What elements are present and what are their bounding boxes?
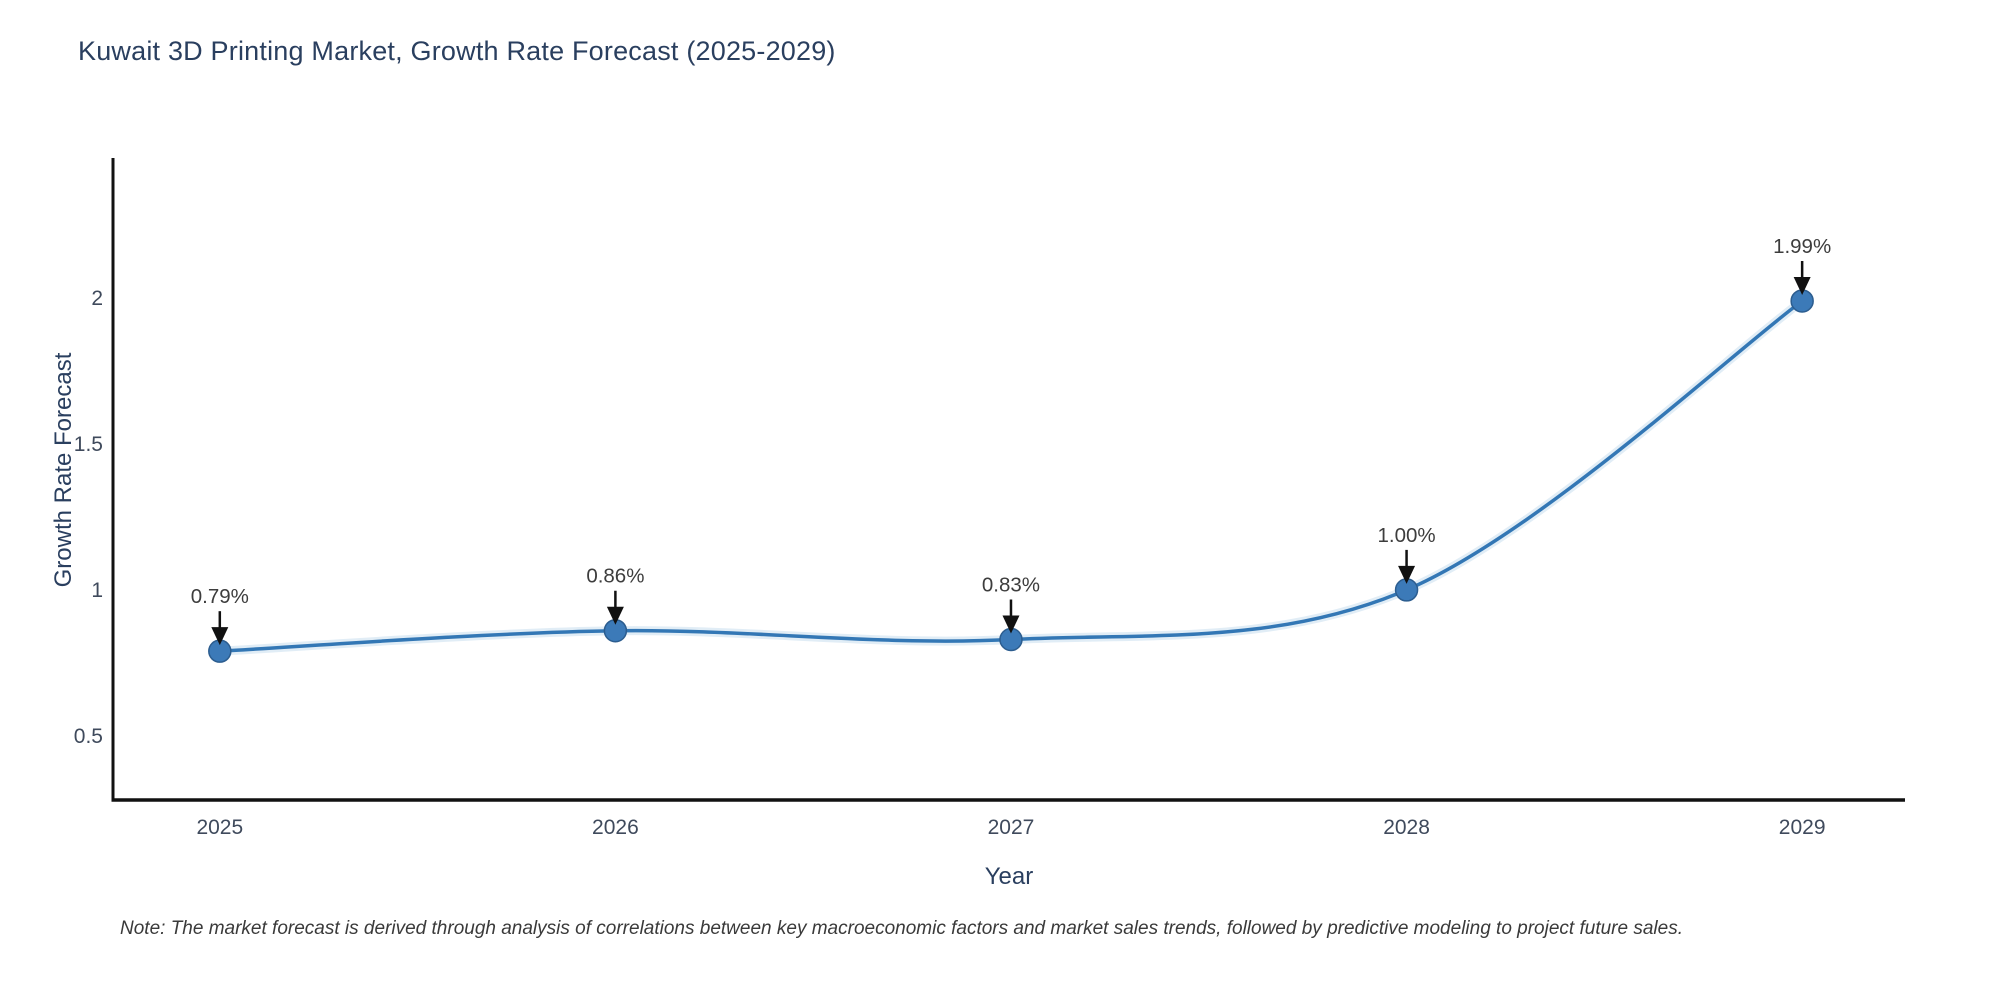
- annotation-arrowhead-icon: [1793, 276, 1811, 295]
- x-tick-label: 2029: [1779, 816, 1826, 839]
- y-tick-label: 2: [91, 287, 103, 310]
- data-point-label: 1.00%: [1377, 524, 1435, 547]
- y-tick-label: 1: [91, 579, 103, 602]
- chart-title: Kuwait 3D Printing Market, Growth Rate F…: [78, 36, 836, 66]
- x-tick-label: 2025: [196, 816, 243, 839]
- x-tick-label: 2026: [592, 816, 639, 839]
- annotation-arrowhead-icon: [606, 606, 624, 625]
- chart-footnote: Note: The market forecast is derived thr…: [120, 918, 1683, 939]
- x-tick-label: 2027: [988, 816, 1035, 839]
- data-point-label: 0.79%: [191, 585, 249, 608]
- data-point-label: 0.83%: [982, 574, 1040, 597]
- y-tick-label: 0.5: [74, 725, 103, 748]
- y-tick-label: 1.5: [74, 433, 103, 456]
- x-axis-title: Year: [984, 863, 1034, 890]
- x-tick-label: 2028: [1383, 816, 1430, 839]
- annotation-arrowhead-icon: [1002, 615, 1020, 634]
- annotation-arrowhead-icon: [1398, 565, 1416, 584]
- data-point-label: 1.99%: [1773, 235, 1831, 258]
- annotation-arrowhead-icon: [211, 627, 229, 646]
- series-line: [218, 299, 1804, 653]
- series-line-halo: [215, 296, 1807, 656]
- data-point-label: 0.86%: [586, 565, 644, 588]
